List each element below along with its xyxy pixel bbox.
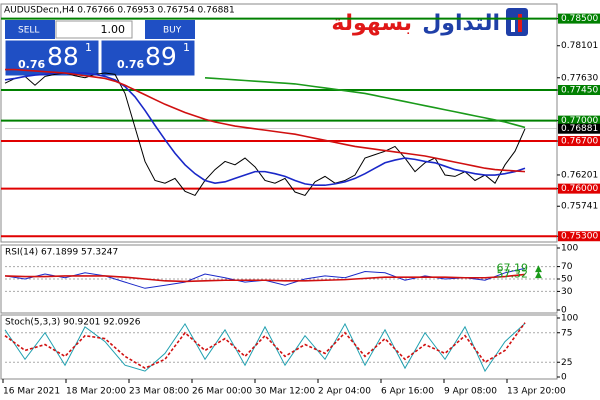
ask-sup: 1: [183, 41, 190, 54]
series-line: [4, 267, 526, 289]
ask-big: 89: [145, 42, 177, 71]
x-tick-label: 26 Mar 00:00: [192, 387, 252, 397]
x-tick-label: 9 Apr 08:00: [444, 387, 497, 397]
y-tick-label: 0.76700: [561, 137, 598, 147]
price-frame: [0, 3, 558, 243]
y-tick-label: 50: [561, 275, 573, 285]
y-tick-label: 75: [561, 328, 572, 338]
x-tick-label: 13 Apr 20:00: [507, 387, 566, 397]
tick-label-bg: [558, 85, 600, 96]
tick-label-bg: [558, 231, 600, 242]
series-line: [5, 68, 526, 173]
x-tick-label: 2 Apr 04:00: [318, 387, 371, 397]
chart-title: AUDUSDecn,H4 0.76766 0.76953 0.76754 0.7…: [4, 6, 235, 16]
y-tick-label: 0: [561, 373, 567, 383]
up-arrow: ▲: [535, 264, 542, 274]
buy-label: BUY: [163, 26, 182, 36]
series-line: [204, 76, 526, 129]
sell-label: SELL: [18, 26, 39, 36]
series-line: [4, 72, 526, 197]
y-tick-label: 0.77450: [561, 86, 598, 96]
y-tick-label: 0.78101: [561, 41, 598, 51]
tick-label-bg: [558, 183, 600, 194]
y-tick-label: 100: [561, 244, 578, 254]
current-label: 0.76881: [561, 124, 598, 134]
y-tick-label: 0.75741: [561, 202, 598, 212]
value-label: 57.32: [497, 267, 529, 280]
series-line: [4, 273, 526, 283]
lot-input[interactable]: [55, 20, 133, 39]
x-tick-label: 16 Mar 2021: [3, 387, 60, 397]
y-tick-label: 0.75300: [561, 232, 598, 242]
bid-pre: 0.76: [18, 58, 45, 71]
ask-pre: 0.76: [117, 58, 144, 71]
y-tick-label: 0.78500: [561, 14, 598, 24]
sell-button[interactable]: [5, 20, 55, 39]
stoch-frame: [0, 314, 558, 380]
y-tick-label: 25: [561, 358, 572, 368]
series-line: [4, 72, 526, 187]
logo-word2: بسهولة: [331, 11, 412, 36]
series-line: [4, 322, 526, 370]
ask-box[interactable]: [100, 39, 196, 77]
y-tick-label: 30: [561, 287, 573, 297]
x-tick-label: 18 Mar 20:00: [66, 387, 126, 397]
y-tick-label: 0.76201: [561, 170, 598, 180]
y-tick-label: 70: [561, 262, 573, 272]
tick-label-bg: [558, 136, 600, 147]
up-arrow: ▲: [535, 270, 542, 280]
rsi-title: RSI(14) 67.1899 57.3247: [5, 248, 118, 258]
tick-label-bg: [558, 115, 600, 126]
x-tick-label: 6 Apr 16:00: [381, 387, 434, 397]
logo: التداول بسهولة: [331, 8, 528, 36]
logo-icon: [506, 8, 528, 36]
bid-big: 88: [47, 42, 79, 71]
stoch-title: Stoch(5,3,3) 90.9201 92.0926: [5, 318, 141, 328]
trade-panel: SELL 1.00 BUY 0.76 88 1 0.76 89 1: [4, 20, 196, 77]
value-label: 67.19: [497, 261, 529, 274]
y-tick-label: 0.76000: [561, 184, 598, 194]
y-tick-label: 0: [561, 306, 567, 316]
current-bg: [558, 123, 600, 134]
bid-sup: 1: [85, 41, 92, 54]
x-tick-label: 30 Mar 12:00: [255, 387, 315, 397]
logo-word1: التداول: [422, 11, 500, 36]
y-tick-label: 0.77630: [561, 73, 598, 83]
y-tick-label: 100: [561, 314, 578, 324]
logo-bar: [518, 14, 522, 32]
buy-button[interactable]: [145, 20, 195, 39]
y-tick-label: 0.77000: [561, 116, 598, 126]
lot-value: 1.00: [101, 23, 126, 36]
tick-label-bg: [558, 13, 600, 24]
series-line: [4, 322, 526, 373]
logo-bar: [511, 20, 515, 32]
x-tick-label: 23 Mar 08:00: [129, 387, 189, 397]
